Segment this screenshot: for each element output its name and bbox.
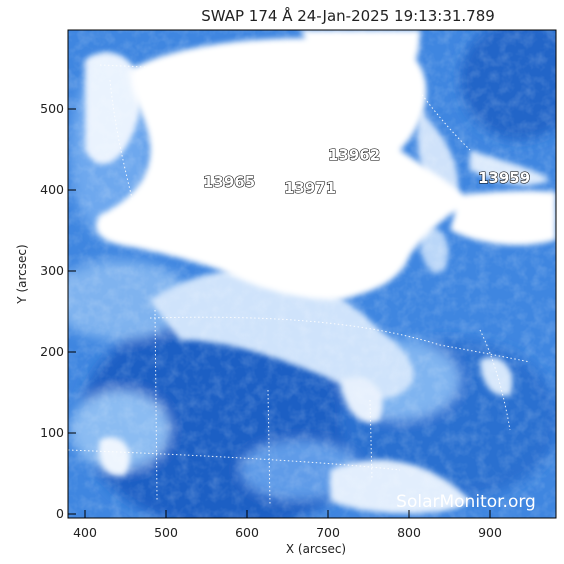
active-region-label: 13959 bbox=[478, 169, 530, 187]
x-tick-label: 400 bbox=[73, 525, 97, 540]
x-axis-ticks bbox=[84, 510, 491, 518]
x-tick-label: 800 bbox=[397, 525, 421, 540]
solarmonitor-watermark: SolarMonitor.org bbox=[396, 492, 536, 512]
figure-title: SWAP 174 Å 24-Jan-2025 19:13:31.789 bbox=[201, 6, 495, 25]
y-tick-label: 100 bbox=[40, 425, 64, 440]
x-tick-label: 700 bbox=[316, 525, 340, 540]
x-axis-label: X (arcsec) bbox=[286, 542, 346, 556]
y-tick-label: 400 bbox=[40, 182, 64, 197]
y-axis-label: Y (arcsec) bbox=[15, 244, 29, 304]
x-tick-label: 900 bbox=[478, 525, 502, 540]
x-tick-label: 600 bbox=[235, 525, 259, 540]
active-region-label: 13965 bbox=[203, 173, 255, 191]
active-region-label: 13962 bbox=[328, 146, 380, 164]
y-tick-label: 0 bbox=[56, 506, 64, 521]
y-tick-label: 300 bbox=[40, 263, 64, 278]
active-region-label: 13971 bbox=[284, 179, 336, 197]
y-axis-ticks bbox=[68, 108, 76, 515]
active-region-labels: 13965 13971 13962 13959 bbox=[202, 145, 530, 197]
y-tick-label: 200 bbox=[40, 344, 64, 359]
y-tick-label: 500 bbox=[40, 101, 64, 116]
plot-frame bbox=[67, 29, 557, 519]
image-texture bbox=[68, 30, 556, 518]
solar-image bbox=[68, 30, 556, 518]
heliographic-grid bbox=[68, 64, 531, 506]
x-tick-label: 500 bbox=[154, 525, 178, 540]
